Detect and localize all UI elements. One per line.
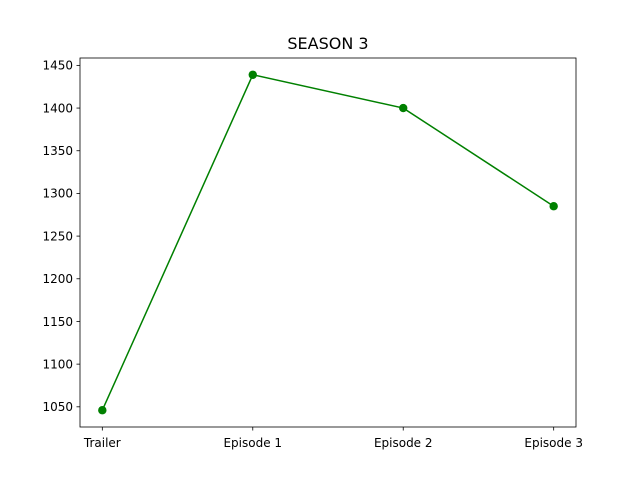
data-point-episode-1 [248, 70, 257, 79]
plot-area [98, 70, 558, 415]
y-tick-label: 1400 [42, 101, 73, 115]
x-tick-label: Episode 3 [524, 436, 583, 450]
y-tick-label: 1150 [42, 315, 73, 329]
y-tick-label: 1250 [42, 229, 73, 243]
chart-title: SEASON 3 [287, 34, 368, 53]
data-point-episode-2 [399, 103, 408, 113]
x-tick-label: Episode 2 [374, 436, 433, 450]
axes: 1050 1100 1150 1200 1250 1300 1350 1400 1450 Trai… [42, 57, 583, 450]
y-tick-label: 1450 [42, 59, 73, 73]
plot-frame [79, 57, 577, 428]
y-tick-label: 1350 [42, 144, 73, 158]
x-tick-label: Episode 1 [223, 436, 282, 450]
y-tick-label: 1300 [42, 187, 73, 201]
data-point-trailer [98, 406, 107, 415]
y-tick-label: 1100 [42, 357, 73, 371]
y-tick-label: 1200 [42, 272, 73, 286]
y-tick-label: 1050 [42, 400, 73, 414]
series-line [101, 73, 555, 411]
data-point-episode-3 [549, 202, 558, 211]
x-tick-label: Trailer [83, 436, 121, 450]
